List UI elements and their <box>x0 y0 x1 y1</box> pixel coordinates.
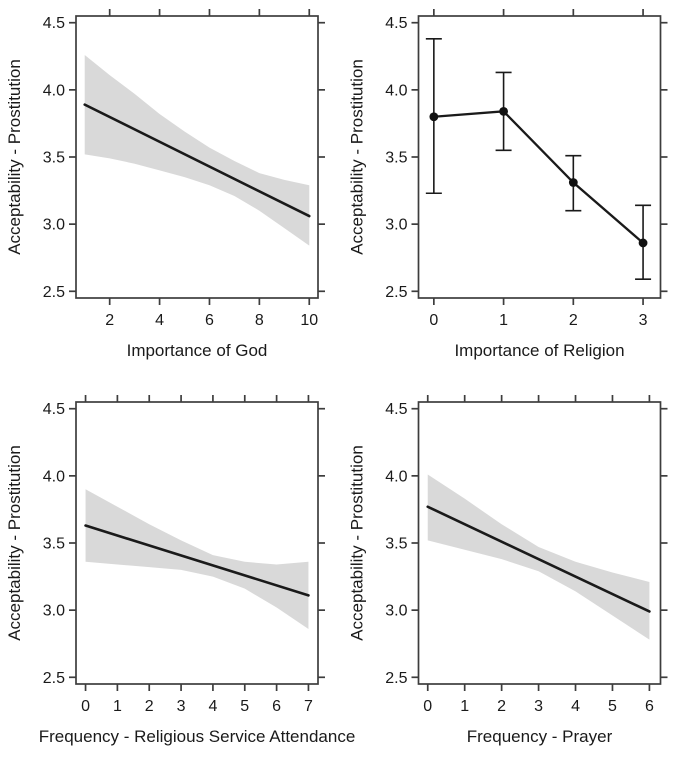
x-tick-label: 6 <box>272 698 281 715</box>
x-tick-label: 7 <box>304 698 313 715</box>
y-tick-label: 4.0 <box>385 82 407 99</box>
chart-frequency-prayer: 0 1 2 3 4 5 6 2.5 3.0 3.5 4.0 4.5 Frequency - Prayer… <box>348 395 668 746</box>
chart-frequency-religious-service-attendance: 0 1 2 3 4 5 6 7 2.5 3.0 3.5 4.0 4.5 Frequency - Relig… <box>5 395 355 746</box>
fit-line <box>84 524 310 597</box>
x-tick-label: 10 <box>300 312 318 329</box>
x-tick-label: 5 <box>240 698 249 715</box>
y-tick-label: 3.0 <box>43 217 65 234</box>
confidence-band <box>84 54 310 246</box>
y-tick-label: 2.5 <box>43 670 65 687</box>
x-tick-label: 4 <box>155 312 164 329</box>
y-tick-label: 4.5 <box>385 15 407 32</box>
x-tick-label: 0 <box>423 698 432 715</box>
x-axis-label: Importance of Religion <box>454 341 624 360</box>
y-tick-label: 2.5 <box>43 284 65 301</box>
y-tick-label: 2.5 <box>385 284 407 301</box>
x-tick-label: 1 <box>499 312 508 329</box>
point-marker <box>429 112 439 122</box>
point-marker <box>638 238 648 248</box>
panel-frequency-prayer: 0 1 2 3 4 5 6 2.5 3.0 3.5 4.0 4.5 Frequency - Prayer… <box>342 386 685 773</box>
y-tick-label: 3.5 <box>43 536 65 553</box>
x-tick-label: 3 <box>639 312 648 329</box>
fit-line <box>426 505 651 613</box>
y-tick-label: 3.0 <box>43 603 65 620</box>
x-tick-label: 6 <box>645 698 654 715</box>
y-tick-label: 4.0 <box>43 468 65 485</box>
x-tick-label: 2 <box>569 312 578 329</box>
x-tick-label: 4 <box>571 698 580 715</box>
point-marker <box>499 106 508 116</box>
x-tick-label: 4 <box>208 698 217 715</box>
panel-frequency-religious-service-attendance: 0 1 2 3 4 5 6 7 2.5 3.0 3.5 4.0 4.5 Frequency - Relig… <box>0 386 355 773</box>
y-axis-label: Acceptability - Prostitution <box>348 59 367 255</box>
y-tick-label: 3.5 <box>385 150 407 167</box>
chart-importance-of-god: 2 4 6 8 10 2.5 3.0 3.5 4.0 4.5 Importance of God Ac… <box>5 9 325 360</box>
y-tick-label: 4.0 <box>43 82 65 99</box>
x-tick-label: 0 <box>429 312 438 329</box>
plot-frame <box>417 15 662 299</box>
y-axis-label: Acceptability - Prostitution <box>5 445 24 641</box>
x-tick-label: 5 <box>608 698 617 715</box>
x-tick-label: 0 <box>81 698 90 715</box>
chart-importance-of-religion: 0 1 2 3 2.5 3.0 3.5 4.0 4.5 Importance of Religio… <box>348 9 668 360</box>
x-tick-label: 2 <box>105 312 114 329</box>
y-axis-label: Acceptability - Prostitution <box>348 445 367 641</box>
x-tick-label: 2 <box>145 698 154 715</box>
y-tick-label: 3.5 <box>385 536 407 553</box>
x-tick-label: 3 <box>177 698 186 715</box>
fit-line <box>83 103 311 218</box>
panel-importance-of-religion: 0 1 2 3 2.5 3.0 3.5 4.0 4.5 Importance of Religio… <box>342 0 685 386</box>
y-tick-label: 3.0 <box>385 603 407 620</box>
x-axis-label: Frequency - Religious Service Attendance <box>39 727 356 746</box>
x-tick-label: 1 <box>113 698 122 715</box>
x-tick-label: 8 <box>255 312 264 329</box>
y-tick-label: 3.0 <box>385 217 407 234</box>
x-tick-label: 3 <box>534 698 543 715</box>
x-axis-label: Importance of God <box>127 341 268 360</box>
y-tick-label: 4.5 <box>43 15 65 32</box>
confidence-band <box>427 474 650 640</box>
y-tick-label: 3.5 <box>43 150 65 167</box>
x-tick-label: 6 <box>205 312 214 329</box>
panel-importance-of-god: 2 4 6 8 10 2.5 3.0 3.5 4.0 4.5 Importance of God Ac… <box>0 0 342 386</box>
point-marker <box>568 178 578 187</box>
x-tick-label: 1 <box>460 698 469 715</box>
series-line <box>433 110 644 244</box>
y-tick-label: 4.0 <box>385 468 407 485</box>
x-axis-label: Frequency - Prayer <box>467 727 613 746</box>
y-tick-label: 2.5 <box>385 670 407 687</box>
y-tick-label: 4.5 <box>385 401 407 418</box>
y-axis-label: Acceptability - Prostitution <box>5 59 24 255</box>
x-tick-label: 2 <box>497 698 506 715</box>
y-tick-label: 4.5 <box>43 401 65 418</box>
